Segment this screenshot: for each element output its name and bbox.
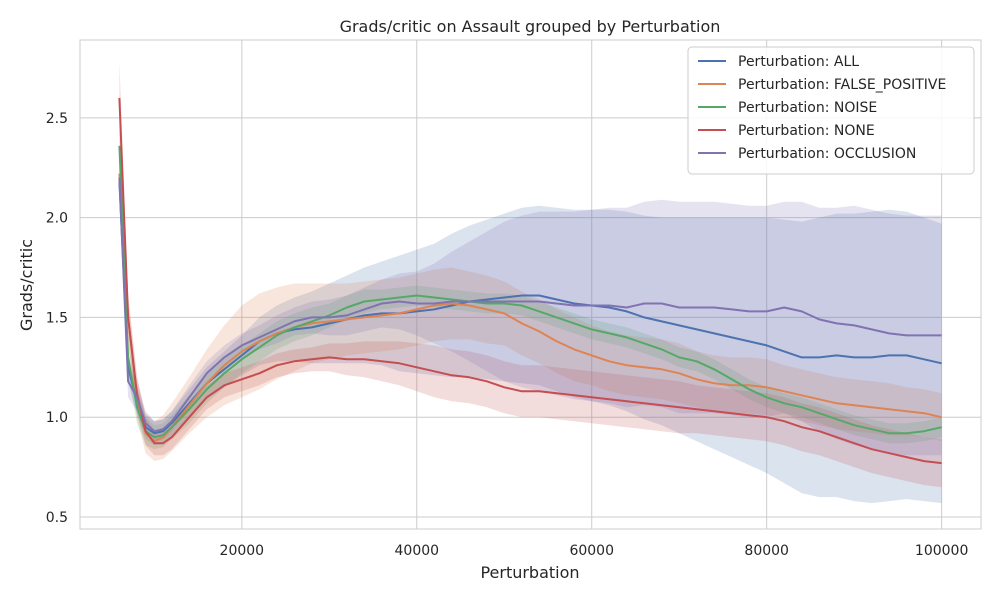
y-tick-label: 0.5 [46, 510, 68, 526]
y-tick-label: 2.5 [46, 111, 68, 127]
x-tick-label: 80000 [744, 543, 789, 559]
series-line [118, 177, 942, 433]
x-axis-label: Perturbation [480, 563, 579, 582]
confidence-band [119, 169, 942, 504]
y-tick-label: 1.0 [46, 410, 68, 426]
legend: Perturbation: ALL Perturbation: FALSE_POS… [687, 46, 975, 175]
x-tick-label: 40000 [395, 543, 440, 559]
series-line [118, 97, 942, 465]
legend-entry: Perturbation: FALSE_POSITIVE [738, 77, 946, 93]
series-line [118, 173, 942, 443]
x-axis-ticks: 20000 40000 60000 80000 100000 [220, 543, 969, 559]
legend-entry: Perturbation: NOISE [738, 100, 877, 116]
legend-entry: Perturbation: OCCLUSION [738, 146, 916, 162]
series-lines [118, 97, 942, 465]
y-axis-label: Grads/critic [17, 239, 36, 331]
grid [80, 40, 981, 529]
legend-entry: Perturbation: ALL [738, 54, 859, 70]
legend-entry: Perturbation: NONE [738, 123, 875, 139]
y-tick-label: 1.5 [46, 310, 68, 326]
legend-box [687, 46, 975, 175]
y-tick-label: 2.0 [46, 211, 68, 227]
series-line [118, 145, 942, 439]
x-tick-label: 60000 [569, 543, 614, 559]
y-axis-ticks: 0.5 1.0 1.5 2.0 2.5 [46, 111, 68, 526]
confidence-band [119, 129, 942, 450]
x-tick-label: 100000 [915, 543, 968, 559]
x-tick-label: 20000 [220, 543, 265, 559]
chart-title: Grads/critic on Assault grouped by Pertu… [340, 17, 721, 36]
